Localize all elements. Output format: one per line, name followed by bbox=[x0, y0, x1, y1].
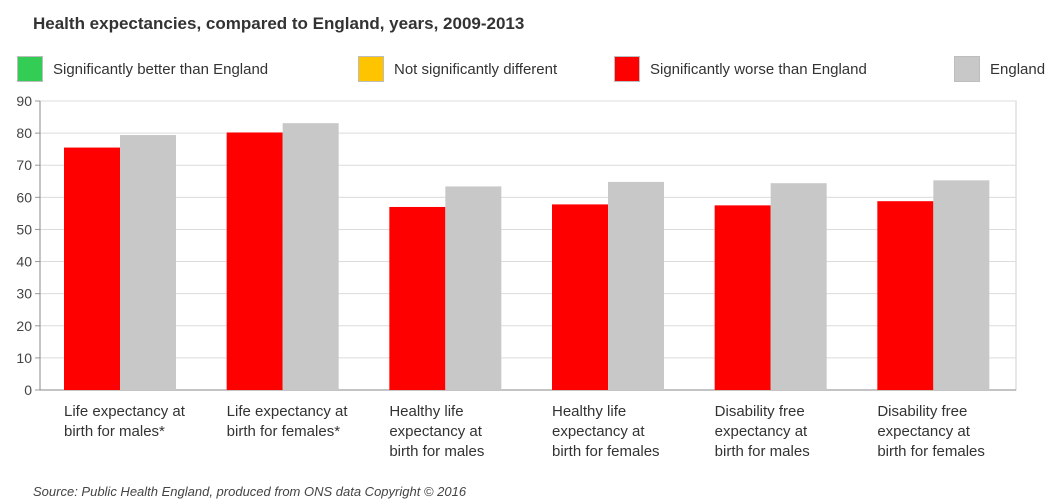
bar-england bbox=[282, 123, 339, 390]
bar-worse-than-england bbox=[389, 206, 446, 390]
plot-frame bbox=[39, 100, 1017, 391]
bar-worse-than-england bbox=[714, 205, 771, 390]
legend-swatch-not-different bbox=[358, 56, 384, 82]
chart-title: Health expectancies, compared to England… bbox=[33, 14, 525, 33]
legend-item-worse: Significantly worse than England bbox=[614, 55, 867, 83]
bar-worse-than-england bbox=[552, 204, 608, 390]
legend-item-england: England bbox=[954, 55, 1045, 83]
y-tick-label: 20 bbox=[16, 318, 32, 334]
y-tick-label: 80 bbox=[16, 125, 32, 141]
y-tick-label: 90 bbox=[16, 93, 32, 109]
x-category-label: Healthy life expectancy at birth for femal… bbox=[552, 403, 660, 460]
y-tick-label: 60 bbox=[16, 189, 32, 205]
y-tick-label: 30 bbox=[16, 286, 32, 302]
legend-swatch-worse bbox=[614, 56, 640, 82]
bar-england bbox=[770, 183, 827, 390]
x-category-label: Life expectancy at birth for females* bbox=[227, 403, 349, 440]
legend-label-better: Significantly better than England bbox=[53, 60, 269, 78]
bar-england bbox=[445, 186, 502, 390]
x-category-label: Disability free expectancy at birth for ma… bbox=[715, 403, 810, 460]
y-tick-label: 50 bbox=[16, 221, 32, 237]
y-tick-label: 10 bbox=[16, 350, 32, 366]
x-category-label: Disability free expectancy at birth for fe… bbox=[877, 403, 985, 460]
legend-swatch-england bbox=[954, 56, 980, 82]
bar-england bbox=[120, 135, 176, 390]
legend-item-better: Significantly better than England bbox=[17, 55, 268, 83]
x-category-label: Life expectancy at birth for males* bbox=[64, 403, 186, 440]
bar-worse-than-england bbox=[877, 201, 934, 390]
y-tick-label: 40 bbox=[16, 254, 32, 270]
legend-label-worse: Significantly worse than England bbox=[650, 60, 867, 78]
legend-swatch-better bbox=[17, 56, 43, 82]
bar-worse-than-england bbox=[64, 147, 120, 390]
legend-label-not-different: Not significantly different bbox=[394, 60, 558, 78]
y-tick-label: 70 bbox=[16, 157, 32, 173]
x-category-label: Healthy life expectancy at birth for males bbox=[389, 403, 484, 460]
legend-label-england: England bbox=[990, 60, 1046, 78]
y-tick-label: 0 bbox=[24, 382, 32, 398]
bar-england bbox=[933, 180, 990, 390]
legend-item-not-different: Not significantly different bbox=[358, 55, 557, 83]
bar-england bbox=[608, 181, 664, 390]
source-note: Source: Public Health England, produced … bbox=[33, 484, 467, 499]
bar-worse-than-england bbox=[226, 132, 283, 391]
